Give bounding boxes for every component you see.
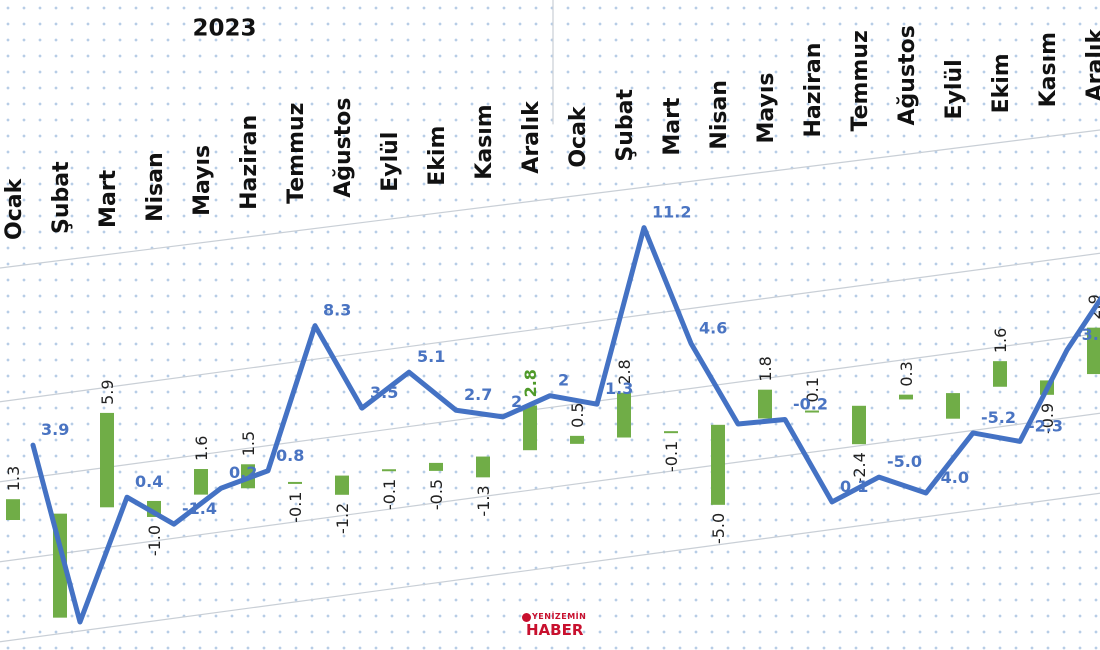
line-label-6: 8.3 — [323, 301, 351, 320]
month-label-4: Mayıs — [190, 145, 215, 216]
bar-9 — [429, 462, 443, 471]
line-label-0: 3.9 — [41, 420, 69, 439]
bar-10 — [476, 456, 490, 478]
bar-4 — [194, 469, 208, 495]
bar-13 — [617, 392, 631, 438]
bar-label-9: -0.5 — [427, 479, 446, 510]
line-series — [30, 225, 1100, 625]
month-label-11: Aralık — [519, 100, 544, 174]
line-label-22: -3.1 — [1075, 325, 1100, 344]
bar-label-0: 1.3 — [4, 466, 23, 491]
line-label-9: 2.7 — [464, 385, 492, 404]
month-label-10: Kasım — [472, 104, 497, 179]
line-label-8: 5.1 — [417, 347, 445, 366]
year-label-0: 2023 — [192, 15, 256, 41]
bar-label-2: 5.9 — [98, 379, 117, 404]
bar-14 — [664, 431, 678, 434]
bar-19 — [899, 394, 913, 400]
bar-18 — [852, 405, 866, 445]
month-label-1: Şubat — [49, 161, 74, 234]
bar-7 — [335, 475, 349, 495]
bar-label-22: -0.9 — [1038, 403, 1057, 434]
line-label-4: 0.2 — [229, 463, 257, 482]
bar-label-11: 2.8 — [521, 369, 540, 397]
month-label-23: Aralık — [1083, 28, 1100, 102]
grid-line-2 — [0, 412, 1100, 563]
line-label-16: -0.2 — [793, 394, 828, 413]
line-label-2: 0.4 — [135, 472, 163, 491]
bar-2 — [100, 412, 114, 508]
month-label-5: Haziran — [237, 115, 262, 210]
bar-label-17: 0.1 — [803, 377, 822, 402]
bar-0 — [6, 499, 20, 520]
logo-bottom-text: HABER — [526, 621, 584, 639]
line-label-14: 4.6 — [699, 318, 727, 337]
bar-20 — [946, 393, 960, 419]
line-label-21: -2.3 — [1028, 416, 1063, 435]
bar-label-4: 1.6 — [192, 436, 211, 461]
month-label-13: Şubat — [613, 89, 638, 162]
month-label-20: Eylül — [942, 59, 967, 119]
bar-21 — [993, 361, 1007, 387]
bar-23 — [1087, 327, 1100, 375]
month-label-3: Nisan — [143, 152, 168, 222]
month-label-12: Ocak — [566, 105, 591, 168]
bar-label-14: -0.1 — [662, 441, 681, 472]
bar-label-12: 0.5 — [568, 402, 587, 427]
bar-label-19: 0.3 — [897, 361, 916, 386]
bar-12 — [570, 435, 584, 444]
month-label-6: Temmuz — [284, 103, 309, 204]
month-label-0: Ocak — [2, 177, 27, 240]
line-label-13: 11.2 — [652, 203, 691, 222]
month-label-7: Ağustos — [331, 98, 356, 198]
line-label-7: 3.5 — [370, 383, 398, 402]
line-label-12: 1.3 — [605, 379, 633, 398]
bar-6 — [288, 481, 302, 484]
grid-line-1 — [0, 332, 1100, 483]
bar-label-15: -5.0 — [709, 513, 728, 544]
month-label-14: Mart — [660, 97, 685, 156]
bar-15 — [711, 424, 725, 505]
line-label-3: -1.4 — [182, 499, 217, 518]
line-label-10: 2 — [511, 392, 522, 411]
bar-17 — [805, 410, 819, 413]
bar-11 — [523, 405, 537, 451]
bar-8 — [382, 469, 396, 472]
line-label-17: 0.1 — [840, 477, 868, 496]
bar-label-21: 1.6 — [991, 328, 1010, 353]
month-label-18: Temmuz — [848, 30, 873, 131]
month-label-19: Ağustos — [895, 25, 920, 125]
line-label-11: 2 — [558, 371, 569, 390]
month-label-22: Kasım — [1036, 32, 1061, 107]
bar-label-10: -1.3 — [474, 485, 493, 516]
line-label-20: -5.2 — [981, 408, 1016, 427]
bar-label-13: 2.8 — [615, 359, 634, 384]
header-rule-low — [0, 129, 1100, 269]
month-label-17: Haziran — [801, 43, 826, 138]
line-label-5: 0.8 — [276, 446, 304, 465]
bar-label-5: 1.5 — [239, 431, 258, 456]
month-label-9: Ekim — [425, 126, 450, 186]
logo: YENİZEMİN HABER — [522, 612, 587, 642]
bar-label-16: 1.8 — [756, 356, 775, 381]
month-label-16: Mayıs — [754, 73, 779, 144]
logo-top-text: YENİZEMİN — [532, 612, 587, 621]
month-label-8: Eylül — [378, 132, 403, 192]
month-label-21: Ekim — [989, 53, 1014, 113]
bar-label-7: -1.2 — [333, 503, 352, 534]
grid-line-3 — [0, 492, 1100, 643]
bar-label-18: -2.4 — [850, 452, 869, 483]
bar-16 — [758, 389, 772, 419]
bar-label-8: -0.1 — [380, 479, 399, 510]
logo-mark-icon — [522, 613, 531, 622]
line-label-18: -5.0 — [887, 452, 922, 471]
grid-line-0 — [0, 252, 1100, 403]
bar-label-3: -1.0 — [145, 525, 164, 556]
bar-label-6: -0.1 — [286, 492, 305, 523]
month-label-15: Nisan — [707, 80, 732, 150]
line-label-19: -4.0 — [934, 468, 969, 487]
month-label-2: Mart — [96, 169, 121, 228]
